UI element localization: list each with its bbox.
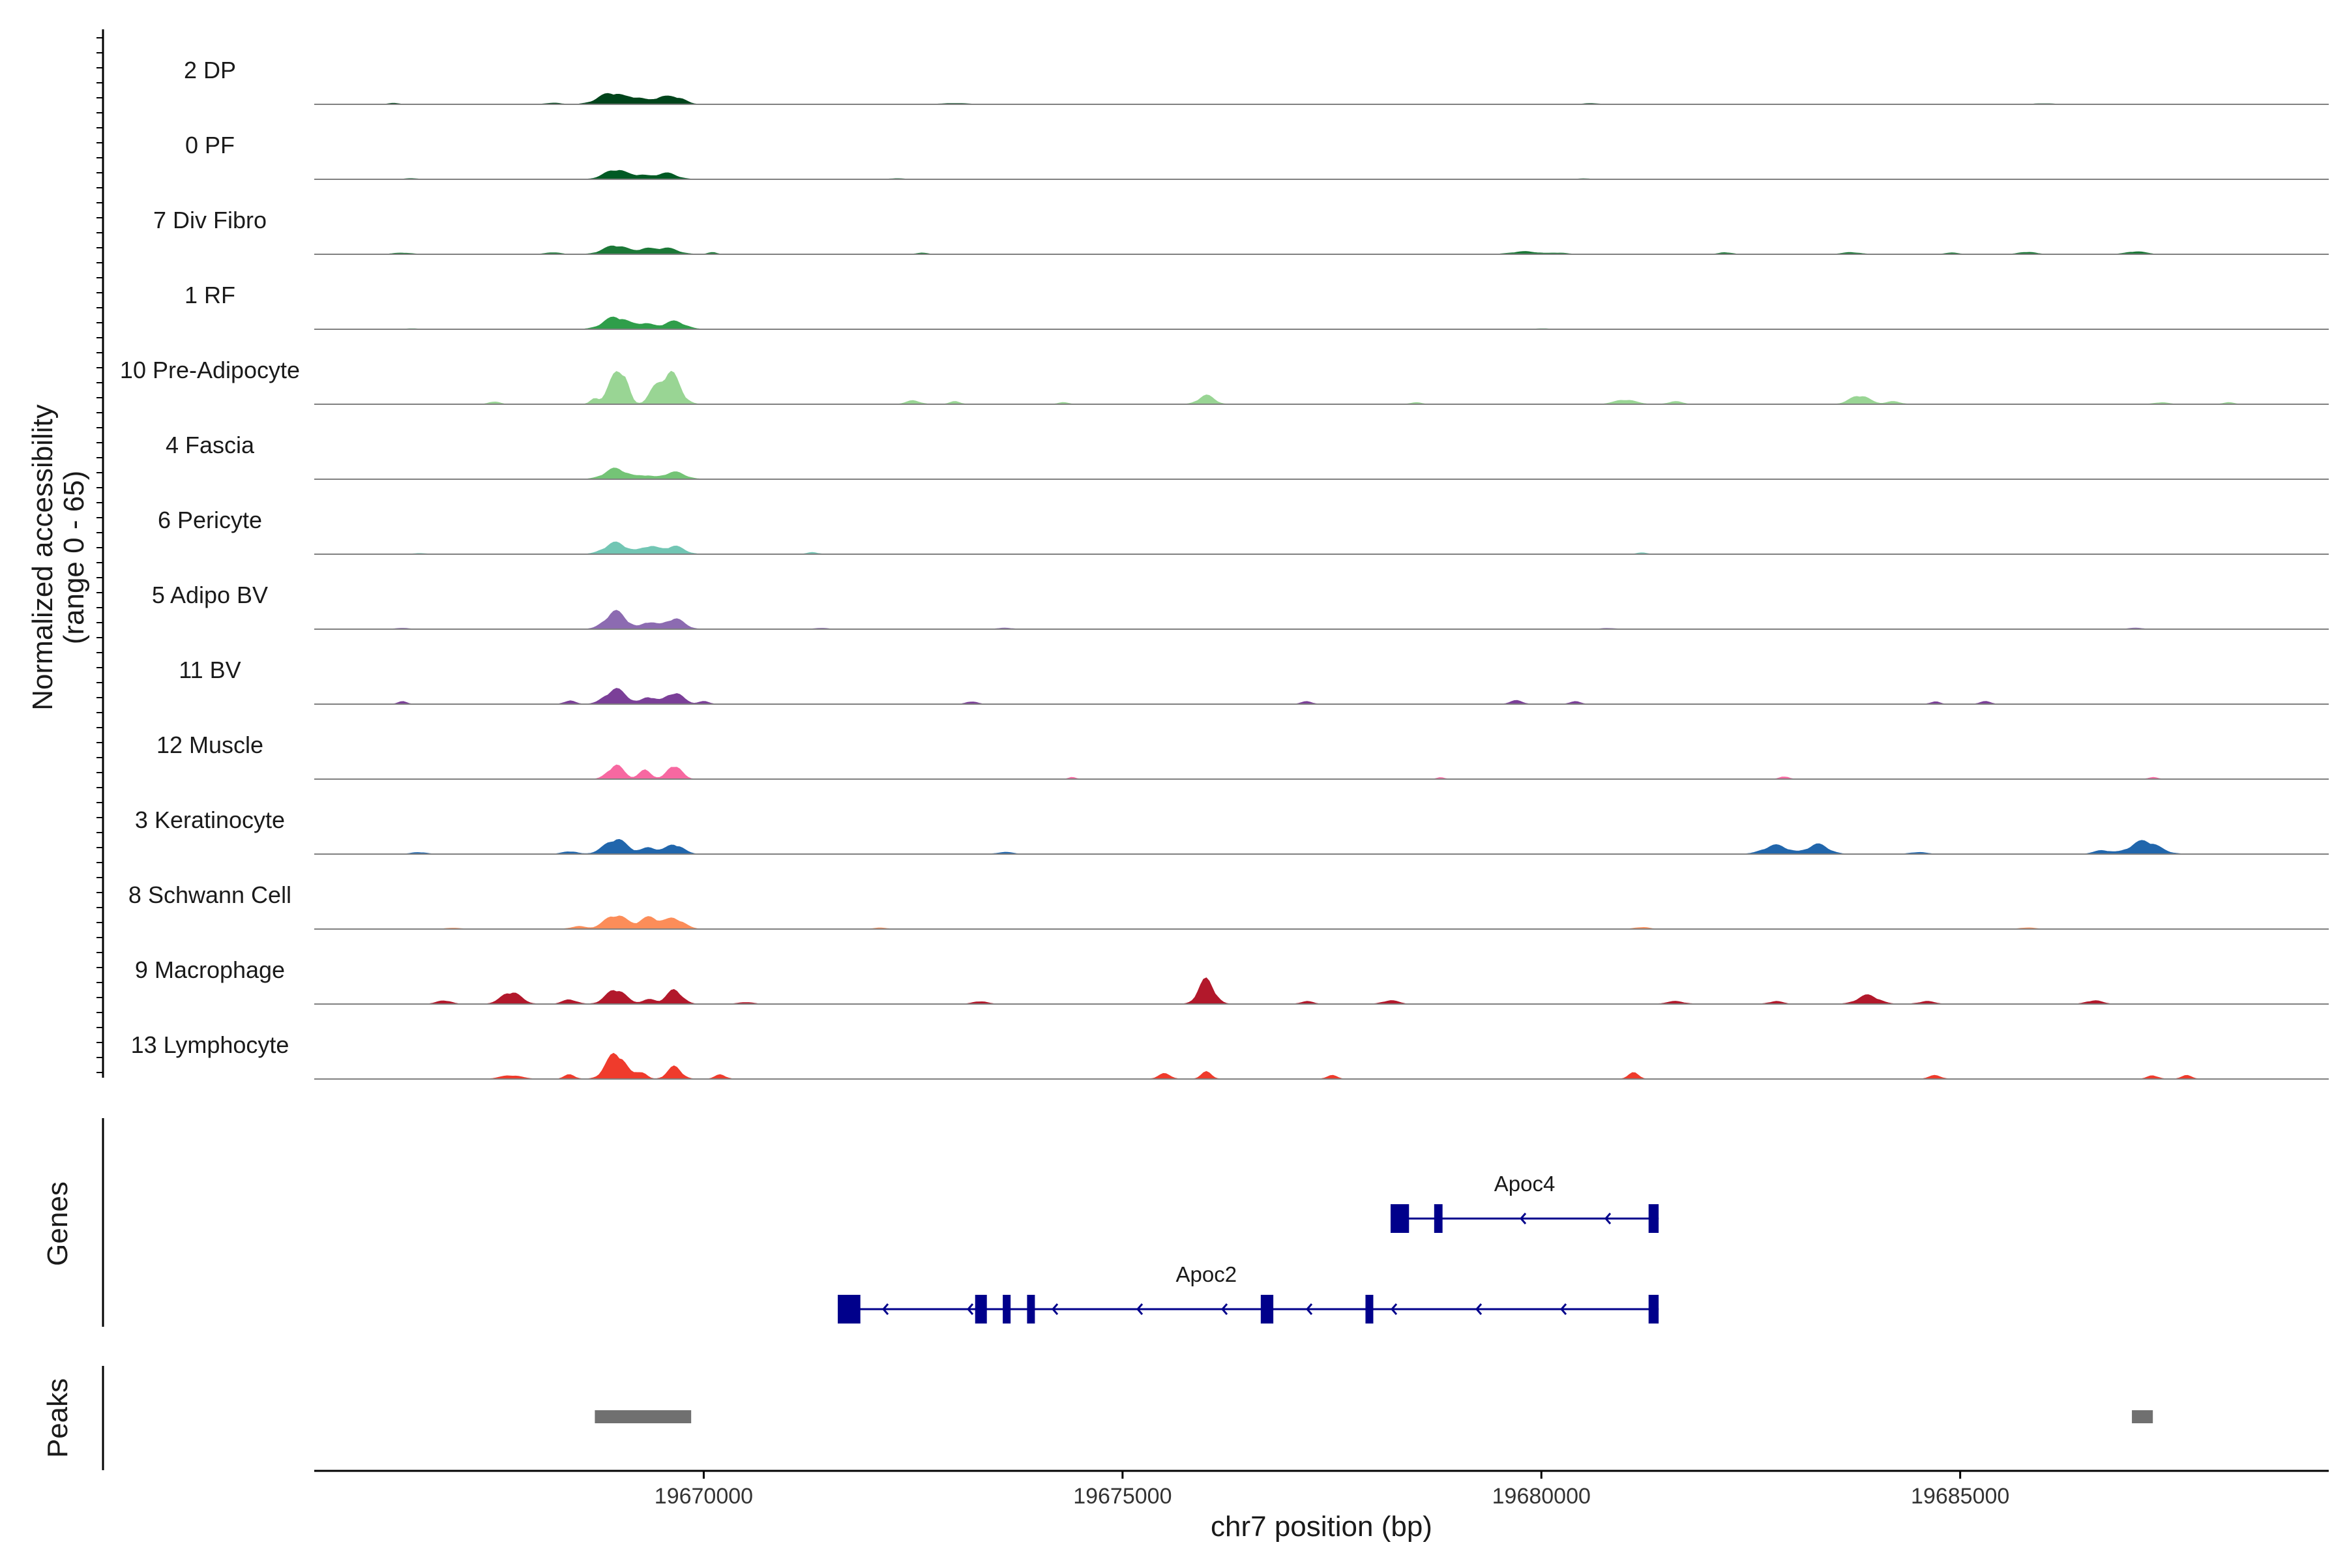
gene-exon <box>1003 1295 1011 1324</box>
coverage-area <box>314 467 2329 480</box>
coverage-track: 2 DP <box>184 57 2329 105</box>
strand-arrow <box>1221 1303 1228 1315</box>
coverage-track: 5 Adipo BV <box>152 582 2329 630</box>
coverage-area <box>314 370 2329 405</box>
x-axis-title: chr7 position (bp) <box>1211 1511 1432 1543</box>
coverage-track: 11 BV <box>179 657 2329 705</box>
coverage-area <box>314 316 2329 330</box>
coverage-area <box>314 541 2329 555</box>
peak-region <box>595 1410 692 1423</box>
x-tick-label: 19685000 <box>1911 1484 2009 1509</box>
track-label: 8 Schwann Cell <box>128 881 291 908</box>
gene-exon <box>1648 1204 1659 1233</box>
y-axis-title: Normalized accessibility <box>27 404 59 710</box>
track-label: 1 RF <box>185 282 235 308</box>
strand-arrow <box>1136 1303 1144 1315</box>
coverage-track: 10 Pre-Adipocyte <box>120 357 2329 405</box>
coverage-area <box>314 1052 2329 1080</box>
genes-track: Apoc4 Apoc2 <box>838 1172 1659 1324</box>
track-label: 0 PF <box>185 132 235 158</box>
track-label: 2 DP <box>184 57 236 83</box>
coverage-area <box>314 764 2329 780</box>
coverage-track: 7 Div Fibro <box>153 207 2329 255</box>
coverage-area <box>314 977 2329 1005</box>
track-label: 9 Macrophage <box>135 956 285 983</box>
strand-arrow <box>967 1303 974 1315</box>
track-label: 12 Muscle <box>156 732 263 758</box>
track-label: 4 Fascia <box>166 432 255 458</box>
coverage-track: 9 Macrophage <box>135 956 2329 1005</box>
track-label: 13 Lymphocyte <box>131 1031 289 1058</box>
coverage-area <box>314 688 2329 705</box>
coverage-track: 1 RF <box>185 282 2329 330</box>
gene-exon <box>838 1295 861 1324</box>
coverage-track: 4 Fascia <box>166 432 2329 480</box>
peaks-track <box>595 1410 2153 1423</box>
track-label: 7 Div Fibro <box>153 207 267 233</box>
x-tick-label: 19670000 <box>655 1484 753 1509</box>
coverage-track: 3 Keratinocyte <box>135 806 2329 855</box>
gene-exon <box>1365 1295 1374 1324</box>
coverage-track: 8 Schwann Cell <box>128 881 2329 930</box>
coverage-area <box>314 838 2329 855</box>
gene-exon <box>1027 1295 1035 1324</box>
gene-exon <box>1648 1295 1659 1324</box>
coverage-area <box>314 170 2329 180</box>
genes-track-title: Genes <box>42 1181 74 1266</box>
coverage-track: 6 Pericyte <box>158 507 2329 555</box>
x-tick-label: 19675000 <box>1073 1484 1172 1509</box>
coverage-tracks: 2 DP 0 PF 7 Div Fibro 1 RF 10 Pre-Adipocyte 4… <box>120 57 2329 1080</box>
strand-arrow <box>1560 1303 1567 1315</box>
strand-arrow <box>1306 1303 1313 1315</box>
track-label: 11 BV <box>179 657 241 683</box>
gene-exon <box>975 1295 987 1324</box>
peak-region <box>2132 1410 2153 1423</box>
strand-arrow <box>1052 1303 1059 1315</box>
strand-arrow <box>1604 1213 1612 1224</box>
coverage-track: 13 Lymphocyte <box>131 1031 2329 1080</box>
gene-model: Apoc2 <box>838 1262 1659 1324</box>
strand-arrow <box>1520 1213 1527 1224</box>
gene-label: Apoc2 <box>1176 1262 1237 1286</box>
gene-exon <box>1390 1204 1410 1233</box>
track-label: 6 Pericyte <box>158 507 262 533</box>
gene-model: Apoc4 <box>1390 1172 1659 1233</box>
track-label: 10 Pre-Adipocyte <box>120 357 300 383</box>
strand-arrow <box>882 1303 889 1315</box>
x-axis-ticks: 19670000 19675000 19680000 19685000 <box>655 1471 2009 1509</box>
coverage-area <box>314 610 2329 630</box>
gene-label: Apoc4 <box>1494 1172 1556 1196</box>
coverage-track: 12 Muscle <box>156 732 2329 780</box>
coverage-area <box>314 245 2329 255</box>
gene-exon <box>1434 1204 1443 1233</box>
coverage-area <box>314 93 2329 105</box>
peaks-track-title: Peaks <box>42 1378 74 1458</box>
coverage-y-ticks <box>96 37 103 1073</box>
track-label: 3 Keratinocyte <box>135 806 285 833</box>
gene-exon <box>1260 1295 1274 1324</box>
coverage-track: 0 PF <box>185 132 2329 180</box>
coverage-area <box>314 915 2329 930</box>
strand-arrow <box>1391 1303 1398 1315</box>
y-axis-range-label: (range 0 - 65) <box>58 471 90 645</box>
x-tick-label: 19680000 <box>1492 1484 1591 1509</box>
track-label: 5 Adipo BV <box>152 582 268 608</box>
strand-arrow <box>1475 1303 1483 1315</box>
